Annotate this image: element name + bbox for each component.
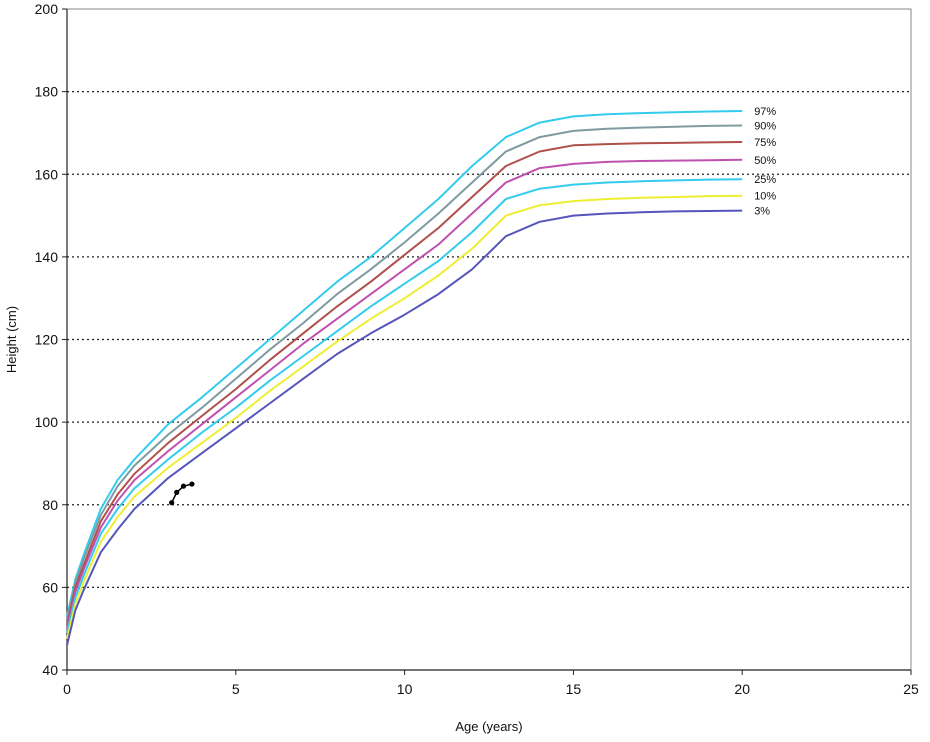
series-label-3pct: 3% bbox=[754, 206, 770, 218]
y-tick-label: 60 bbox=[42, 579, 58, 595]
patient-point bbox=[169, 500, 175, 506]
series-labels: 97% 90% 75% 50% 25% 10% 3% bbox=[754, 106, 776, 218]
series-line-10pct bbox=[66, 194, 743, 640]
patient-series bbox=[169, 481, 195, 506]
y-tick-label: 100 bbox=[35, 414, 59, 430]
x-tick-label: 0 bbox=[63, 681, 71, 697]
series-line-97pct bbox=[66, 110, 743, 617]
patient-line bbox=[171, 483, 193, 504]
y-tick-label: 80 bbox=[42, 497, 58, 513]
gridlines bbox=[67, 91, 911, 588]
x-tick-label: 15 bbox=[566, 681, 582, 697]
x-axis-title: Age (years) bbox=[455, 719, 522, 734]
series-label-75pct: 75% bbox=[754, 137, 776, 149]
percentile-series bbox=[66, 110, 743, 646]
patient-point bbox=[174, 489, 180, 495]
patient-point bbox=[189, 481, 195, 487]
axes bbox=[62, 8, 912, 675]
series-label-50pct: 50% bbox=[754, 155, 776, 167]
x-tick-label: 20 bbox=[734, 681, 750, 697]
y-tick-label: 40 bbox=[42, 662, 58, 678]
series-line-75pct bbox=[66, 141, 743, 625]
series-label-97pct: 97% bbox=[754, 106, 776, 118]
y-axis-title: Height (cm) bbox=[4, 306, 19, 373]
series-line-3pct bbox=[66, 209, 743, 646]
y-tick-label: 200 bbox=[35, 1, 59, 17]
y-tick-label: 140 bbox=[35, 249, 59, 265]
y-tick-label: 120 bbox=[35, 332, 59, 348]
x-tick-label: 5 bbox=[232, 681, 240, 697]
y-tick-label: 160 bbox=[35, 166, 59, 182]
y-tick-label: 180 bbox=[35, 84, 59, 100]
series-label-25pct: 25% bbox=[754, 174, 776, 186]
series-label-90pct: 90% bbox=[754, 121, 776, 133]
x-tick-label: 10 bbox=[397, 681, 413, 697]
x-tick-label: 25 bbox=[903, 681, 919, 697]
patient-point bbox=[180, 483, 187, 489]
series-label-10pct: 10% bbox=[754, 191, 776, 203]
tick-labels: 40 60 80 100 120 140 160 180 200 0 5 10 15 20 25 bbox=[35, 1, 919, 697]
series-line-90pct bbox=[66, 124, 743, 621]
series-line-50pct bbox=[66, 158, 743, 629]
series-line-25pct bbox=[66, 178, 743, 634]
